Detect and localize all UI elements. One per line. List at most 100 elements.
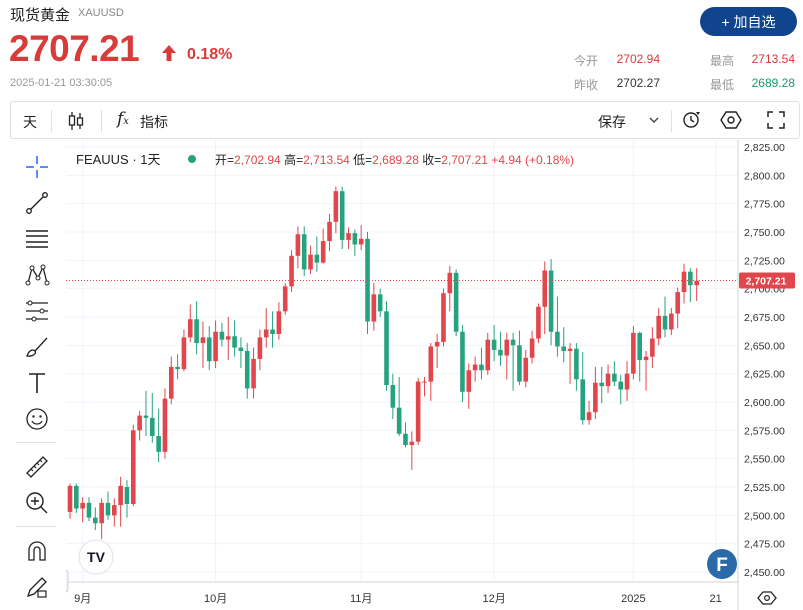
chart-settings-icon[interactable] [757,591,777,605]
interval-button[interactable]: 天 [23,114,37,130]
time-tick-label: 11月 [350,593,372,605]
candle-body [99,502,104,524]
lock-draw-icon[interactable] [24,574,50,600]
candle-body [282,286,288,312]
candle-body [624,373,630,390]
time-axis[interactable]: 9月 10月 11月 12月 2025 21 [74,593,722,605]
candle-body [675,292,680,314]
indicators-fx-icon[interactable]: fx [117,109,129,129]
candle-body [523,357,529,382]
candle-body [168,366,174,399]
candle-body [643,356,649,361]
candle-body [244,351,250,389]
candlestick-chart[interactable]: 2,450.00 2,475.00 2,500.00 2,525.00 2,550.00… [66,140,803,610]
add-to-watchlist-button[interactable]: + 加自选 [700,7,797,36]
candle-body [586,412,592,421]
up-arrow-icon [162,45,176,61]
price-tick-label: 2,475.00 [744,539,785,551]
toolbar-divider [51,110,52,132]
candle-body [681,271,687,293]
ruler-icon[interactable] [24,454,50,480]
fib-retracement-icon[interactable] [24,226,50,252]
price-tick-label: 2,450.00 [744,567,785,579]
low-value: 2689.28 [751,76,795,90]
candle-body [580,379,586,421]
candle-body [301,234,307,270]
chart-grid [66,140,738,582]
fullscreen-icon[interactable] [767,111,785,129]
candle-body [105,502,111,516]
prediction-icon[interactable] [24,298,50,324]
pattern-icon[interactable] [24,262,50,288]
candle-body [377,294,383,312]
candle-body [390,385,396,408]
candle-body [428,346,434,382]
f-badge-logo[interactable]: F [707,549,737,579]
sidebar-divider [16,442,56,443]
candle-body [485,339,491,371]
candle-body [200,337,206,344]
alert-clock-icon[interactable] [682,110,702,130]
candle-body [74,485,79,509]
candle-body [466,370,472,392]
settings-hexagon-icon[interactable] [720,110,742,130]
candle-body [289,255,294,287]
time-tick-label: 9月 [74,593,91,605]
time-tick-label: 12月 [482,593,505,605]
crosshair-icon[interactable] [24,154,50,180]
candle-body [124,487,130,504]
price-tick-label: 2,575.00 [744,425,785,437]
text-icon[interactable] [24,370,50,396]
candle-body [510,339,516,346]
candle-body [422,381,427,383]
candle-body [618,381,624,390]
candle-body [371,294,377,322]
magnet-icon[interactable] [24,538,50,564]
price-axis[interactable]: 2,450.00 2,475.00 2,500.00 2,525.00 2,550.00… [744,142,785,579]
candle-body [662,315,668,330]
chevron-down-icon[interactable] [649,116,659,124]
candle-body [206,337,212,362]
save-button[interactable]: 保存 [598,114,626,130]
candle-body [270,329,275,334]
quote-timestamp: 2025-01-21 03:30:05 [10,77,113,89]
candle-body [650,338,655,357]
candle-body [434,341,440,347]
zoom-in-icon[interactable] [24,490,50,516]
candle-body [238,347,244,351]
candle-body [276,311,282,334]
emoji-icon[interactable] [24,406,50,432]
candle-body [352,233,358,245]
candle-body [194,319,199,344]
candle-body [365,238,370,322]
legend-ohlc: 开=2,702.94 高=2,713.54 低=2,689.28 收=2,707… [215,152,574,167]
candle-body [320,241,326,263]
candle-body [479,364,484,371]
candle-body [149,417,155,436]
candle-body [612,373,617,382]
instrument-title: 现货黄金 [10,7,71,24]
tradingview-logo[interactable]: TV [78,539,114,575]
legend-symbol[interactable]: FEAUUS · 1天 [76,152,161,167]
trendline-icon[interactable] [24,190,50,216]
price-tick-label: 2,775.00 [744,199,785,211]
scroll-handle[interactable] [66,569,69,593]
candlestick-type-icon[interactable] [67,111,85,131]
candle-body [593,382,598,413]
candle-body [333,191,339,222]
price-tick-label: 2,500.00 [744,510,785,522]
candle-body [295,234,301,256]
candle-body [67,485,73,512]
low-label: 最低 [710,78,735,92]
drawing-tools-sidebar [10,140,64,608]
price-tick-label: 2,725.00 [744,255,785,267]
brush-icon[interactable] [24,334,50,360]
toolbar-divider [671,110,672,132]
candle-body [80,502,85,509]
indicators-button[interactable]: 指标 [140,114,168,130]
price-tick-label: 2,750.00 [744,227,785,239]
candle-body [415,381,421,442]
candle-body [574,348,579,380]
candle-body [327,221,332,242]
candle-body [472,364,478,371]
